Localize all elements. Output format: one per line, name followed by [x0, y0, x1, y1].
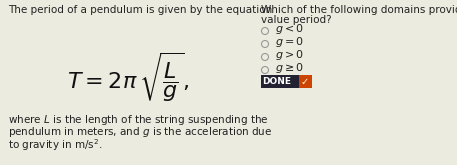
Text: where $L$ is the length of the string suspending the: where $L$ is the length of the string su…	[8, 113, 269, 127]
Text: ✓: ✓	[301, 77, 309, 86]
Bar	[261, 75, 299, 88]
Bar	[298, 75, 312, 88]
Text: $g = 0$: $g = 0$	[275, 35, 304, 49]
Text: The period of a pendulum is given by the equation: The period of a pendulum is given by the…	[8, 5, 272, 15]
Text: value period?: value period?	[261, 15, 332, 25]
Text: Which of the following domains provide a real-: Which of the following domains provide a…	[261, 5, 457, 15]
Text: to gravity in m/s$^2$.: to gravity in m/s$^2$.	[8, 137, 102, 153]
Text: $g > 0$: $g > 0$	[275, 48, 304, 62]
Text: DONE: DONE	[262, 77, 292, 86]
Text: $g \geq 0$: $g \geq 0$	[275, 61, 304, 75]
Text: $g < 0$: $g < 0$	[275, 22, 304, 36]
Text: $T = 2\pi\,\sqrt{\dfrac{L}{g}},$: $T = 2\pi\,\sqrt{\dfrac{L}{g}},$	[67, 50, 189, 104]
Text: pendulum in meters, and $g$ is the acceleration due: pendulum in meters, and $g$ is the accel…	[8, 125, 272, 139]
